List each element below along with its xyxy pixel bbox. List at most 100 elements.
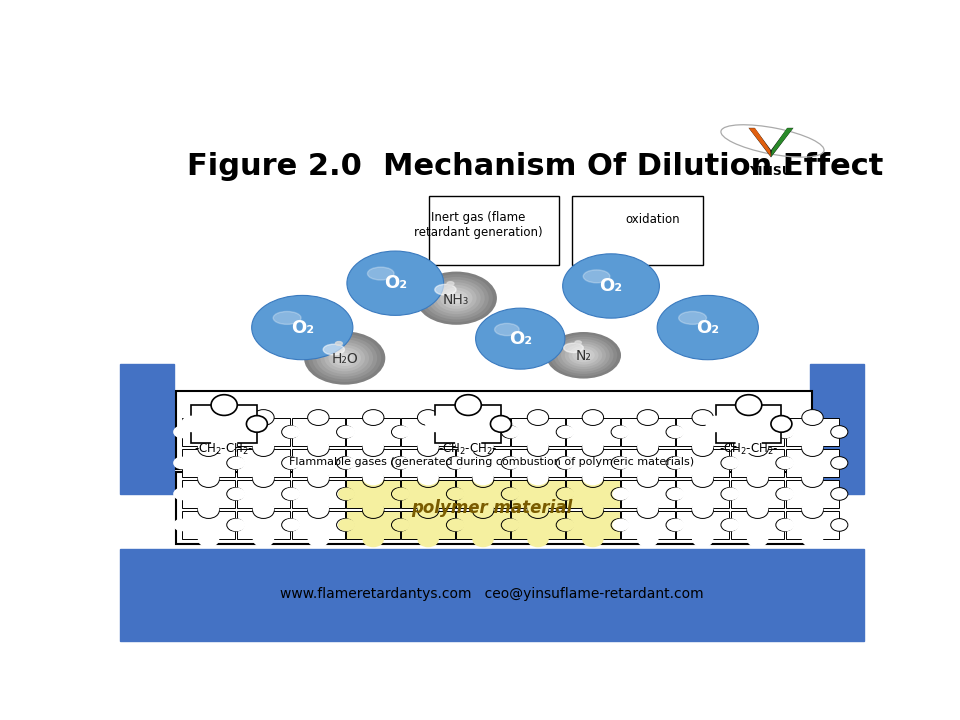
Ellipse shape	[802, 469, 824, 485]
Bar	[181, 480, 235, 508]
Ellipse shape	[572, 348, 595, 362]
Ellipse shape	[307, 438, 329, 454]
Ellipse shape	[198, 472, 219, 487]
Ellipse shape	[612, 487, 630, 500]
Ellipse shape	[564, 343, 602, 367]
Text: -CH$_2$-CH$_2$-: -CH$_2$-CH$_2$-	[194, 441, 254, 456]
Bar	[401, 449, 455, 477]
Ellipse shape	[637, 441, 659, 456]
Ellipse shape	[692, 441, 713, 456]
Ellipse shape	[337, 426, 353, 438]
Ellipse shape	[281, 456, 299, 469]
Ellipse shape	[612, 426, 628, 438]
Bar	[566, 480, 619, 508]
Ellipse shape	[252, 410, 275, 426]
Ellipse shape	[455, 433, 481, 453]
Ellipse shape	[472, 469, 493, 485]
Polygon shape	[771, 128, 793, 157]
Ellipse shape	[501, 518, 518, 531]
Bar	[292, 480, 346, 508]
Ellipse shape	[307, 410, 329, 426]
Ellipse shape	[556, 487, 573, 500]
Ellipse shape	[491, 415, 512, 432]
Ellipse shape	[363, 410, 384, 426]
Ellipse shape	[778, 456, 794, 469]
Ellipse shape	[584, 270, 610, 283]
Bar	[120, 549, 864, 641]
Ellipse shape	[416, 271, 497, 325]
Ellipse shape	[440, 287, 472, 309]
Ellipse shape	[692, 500, 713, 516]
Bar	[676, 510, 730, 539]
Ellipse shape	[341, 356, 348, 361]
Ellipse shape	[452, 295, 461, 301]
Ellipse shape	[307, 503, 329, 518]
Bar	[347, 480, 400, 508]
Ellipse shape	[735, 433, 762, 453]
Bar	[621, 418, 675, 446]
Ellipse shape	[337, 518, 353, 531]
Bar	[436, 405, 501, 443]
Ellipse shape	[667, 456, 684, 469]
Ellipse shape	[338, 456, 355, 469]
Bar	[572, 196, 703, 265]
Ellipse shape	[582, 472, 604, 487]
Text: -CH$_2$-CH$_2$-: -CH$_2$-CH$_2$-	[439, 441, 498, 456]
Ellipse shape	[447, 456, 465, 469]
Bar	[456, 480, 510, 508]
Ellipse shape	[472, 472, 493, 487]
Text: YINSU: YINSU	[750, 166, 792, 179]
Bar	[621, 510, 675, 539]
Ellipse shape	[252, 472, 275, 487]
Ellipse shape	[308, 334, 381, 382]
Text: oxidation: oxidation	[626, 213, 681, 226]
Ellipse shape	[228, 518, 245, 531]
Ellipse shape	[472, 438, 493, 454]
Ellipse shape	[830, 456, 848, 469]
Ellipse shape	[692, 469, 713, 485]
Ellipse shape	[557, 339, 610, 372]
Ellipse shape	[432, 282, 481, 314]
Ellipse shape	[447, 518, 465, 531]
Ellipse shape	[527, 410, 549, 426]
Ellipse shape	[503, 518, 519, 531]
Ellipse shape	[173, 456, 190, 469]
Ellipse shape	[778, 518, 794, 531]
Ellipse shape	[283, 456, 300, 469]
Ellipse shape	[198, 410, 219, 426]
Bar	[237, 449, 290, 477]
Bar	[401, 510, 455, 539]
Bar	[511, 480, 564, 508]
Ellipse shape	[721, 456, 738, 469]
Ellipse shape	[328, 348, 361, 369]
Ellipse shape	[722, 456, 739, 469]
Ellipse shape	[363, 438, 384, 454]
Bar	[566, 418, 619, 446]
Ellipse shape	[281, 487, 299, 500]
Ellipse shape	[274, 312, 301, 324]
Ellipse shape	[446, 426, 464, 438]
Ellipse shape	[307, 531, 329, 547]
Ellipse shape	[580, 353, 588, 358]
Ellipse shape	[337, 487, 353, 500]
Bar	[731, 418, 784, 446]
Bar	[347, 510, 400, 539]
Ellipse shape	[307, 472, 329, 487]
Ellipse shape	[747, 469, 768, 485]
Ellipse shape	[173, 518, 190, 531]
Ellipse shape	[667, 518, 684, 531]
Ellipse shape	[612, 518, 628, 531]
Text: -CH$_2$-CH$_2$-: -CH$_2$-CH$_2$-	[719, 441, 779, 456]
Ellipse shape	[747, 438, 768, 454]
Ellipse shape	[722, 487, 739, 500]
Ellipse shape	[527, 500, 549, 516]
Ellipse shape	[446, 518, 464, 531]
Ellipse shape	[392, 456, 409, 469]
Bar	[429, 196, 559, 265]
Ellipse shape	[556, 518, 573, 531]
Ellipse shape	[228, 426, 245, 438]
Ellipse shape	[252, 441, 275, 456]
Text: Inert gas (flame
retardant generation): Inert gas (flame retardant generation)	[414, 211, 542, 239]
Ellipse shape	[706, 415, 727, 432]
Ellipse shape	[228, 487, 245, 500]
